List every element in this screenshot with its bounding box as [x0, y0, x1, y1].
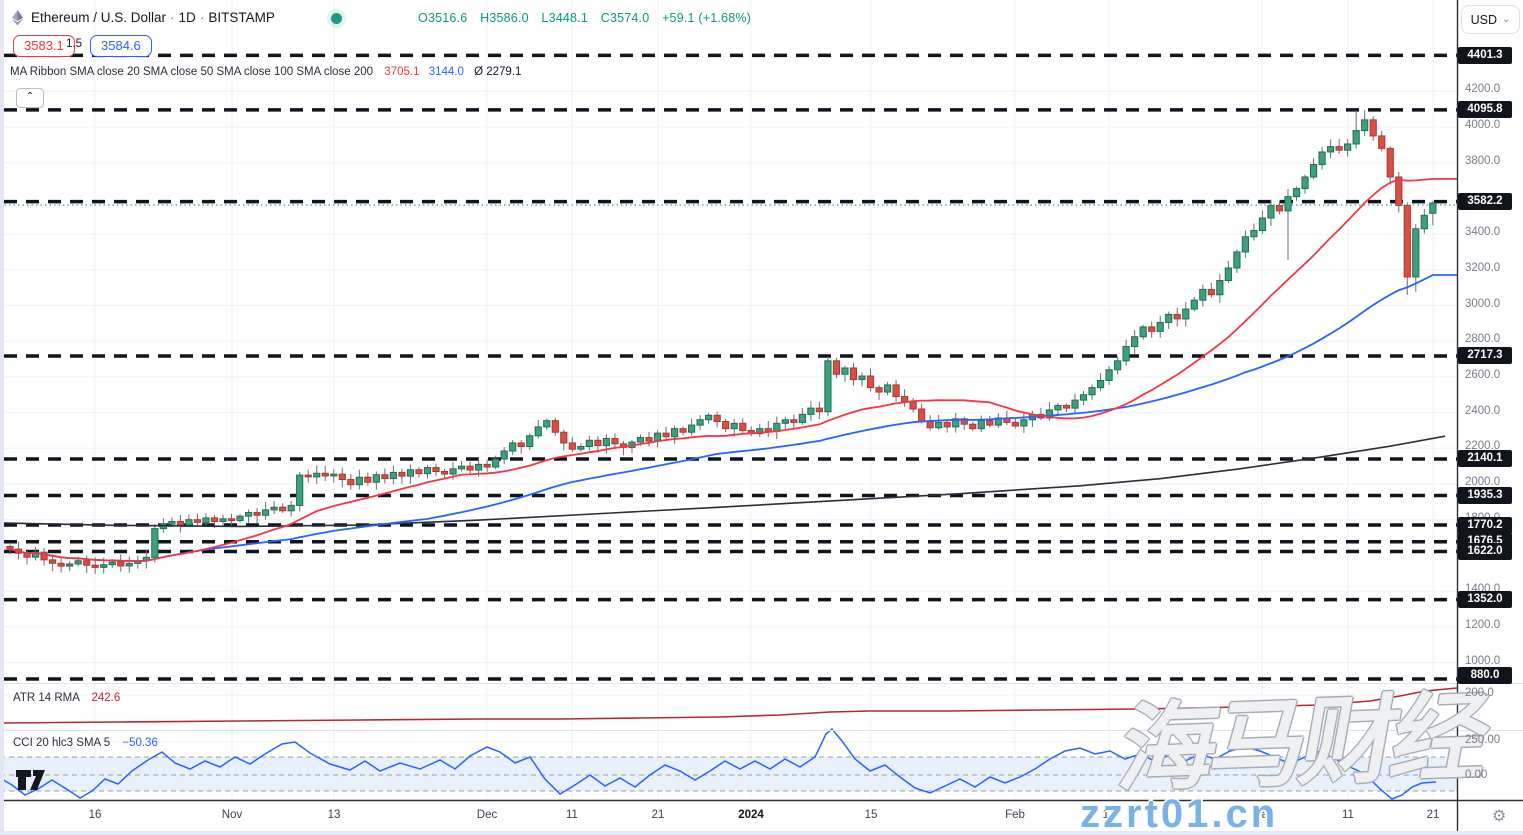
time-axis-label: Feb [1005, 809, 1025, 821]
ohlc-values: O3516.6 H3586.0 L3448.1 C3574.0 +59.1 (+… [418, 11, 752, 25]
price-axis-label: 2800.0 [1465, 333, 1501, 346]
buy-price-button[interactable]: 3584.6 [90, 35, 152, 57]
ma-ribbon-label: MA Ribbon SMA close 20 SMA close 50 SMA … [10, 66, 374, 78]
tradingview-logo[interactable] [16, 770, 46, 796]
time-axis-label: 11 [1342, 809, 1354, 821]
price-level-tag: 880.0 [1458, 666, 1512, 684]
price-level-tag: 1935.3 [1458, 487, 1512, 505]
cci-label: CCI 20 hlc3 SMA 5 [13, 737, 111, 749]
time-axis-label: Mar [1252, 809, 1272, 821]
watermark-cn: 海马财经 [1111, 683, 1493, 804]
window-edge-bottom [0, 831, 1523, 835]
time-axis-label: 13 [327, 809, 341, 821]
time-axis-label: 12 [1102, 809, 1116, 821]
cci-value: −50.36 [122, 737, 158, 749]
time-axis-label: 21 [1426, 809, 1440, 821]
price-axis-label: 4200.0 [1465, 83, 1501, 96]
price-axis-label: 4000.0 [1465, 119, 1501, 131]
time-axis-label: Nov [221, 809, 243, 821]
price-level-tag: 3582.2 [1458, 193, 1512, 211]
price-axis-label: 2000.0 [1465, 476, 1501, 488]
time-axis-label: Dec [476, 809, 498, 821]
change-value: +59.1 (+1.68%) [662, 11, 752, 25]
cci-legend[interactable]: CCI 20 hlc3 SMA 5 −50.36 [13, 737, 158, 749]
low-value: 3448.1 [548, 11, 589, 25]
time-axis-label: 16 [88, 809, 102, 821]
price-level-tag: 1352.0 [1458, 591, 1512, 609]
ma-ribbon-legend[interactable]: MA Ribbon SMA close 20 SMA close 50 SMA … [10, 66, 521, 78]
price-level-tag: 1770.2 [1458, 516, 1512, 534]
price-axis[interactable]: 4200.0 4000.0 3800.0 3400.0 3200.0 3000.0 2800… [1458, 0, 1523, 800]
price-axis-label: 2600.0 [1465, 368, 1501, 381]
gear-icon[interactable]: ⚙ [1492, 808, 1507, 825]
average-symbol: Ø [474, 66, 484, 78]
close-value: 3574.0 [609, 11, 650, 25]
price-axis-label: 2400.0 [1465, 404, 1501, 417]
price-axis-label: 3800.0 [1465, 154, 1501, 167]
price-level-tag: 2140.1 [1458, 450, 1512, 468]
indicator-axis-label: 0.00 [1465, 769, 1488, 781]
collapse-indicators-button[interactable]: ⌃ [16, 88, 44, 108]
window-edge-left [0, 0, 4, 831]
time-axis-label: 2024 [738, 809, 764, 821]
chevron-down-icon: ⌄ [1502, 14, 1511, 25]
separator: · [170, 10, 175, 25]
price-level-tag: 4095.8 [1458, 101, 1512, 119]
high-value: 3586.0 [489, 11, 529, 25]
symbol-title[interactable]: Ethereum / U.S. Dollar · 1D · BITSTAMP [31, 10, 275, 25]
sma200-value: 2279.1 [486, 66, 522, 78]
price-level-tag: 2717.3 [1458, 347, 1512, 365]
price-axis-label: 3400.0 [1465, 226, 1501, 239]
time-axis[interactable]: 16 Nov 13 Dec 11 21 2024 15 Feb 12 Mar 11 21 [0, 801, 1523, 831]
currency-dropdown[interactable]: USD ⌄ [1461, 5, 1520, 34]
atr-value: 242.6 [91, 692, 121, 704]
price-axis-label: 2200.0 [1465, 440, 1501, 453]
ethereum-icon [9, 9, 26, 26]
atr-label: ATR 14 RMA [13, 692, 80, 704]
price-axis-label: 1000.0 [1465, 654, 1501, 667]
open-value: 3516.6 [427, 11, 468, 25]
sma50-value: 3144.0 [428, 66, 464, 78]
separator: · [199, 10, 205, 25]
sell-price-button[interactable]: 3583.1 [13, 35, 75, 57]
time-axis-label: 11 [566, 809, 578, 821]
market-status-icon [331, 13, 342, 24]
indicator-axis-label: 200.0 [1465, 687, 1494, 699]
time-axis-label: 15 [864, 809, 878, 821]
exchange-label[interactable]: BITSTAMP [208, 10, 275, 25]
currency-label: USD [1470, 12, 1497, 27]
interval-label[interactable]: 1D [178, 10, 196, 25]
sma20-value: 3705.1 [384, 66, 420, 78]
indicator-axis-label: 250.00 [1465, 734, 1501, 746]
atr-legend[interactable]: ATR 14 RMA 242.6 [13, 692, 120, 704]
price-axis-label: 3200.0 [1465, 261, 1501, 274]
time-axis-label: 21 [651, 809, 665, 821]
price-axis-label: 3000.0 [1465, 297, 1501, 310]
symbol-name[interactable]: Ethereum / U.S. Dollar [31, 10, 167, 25]
price-level-tag: 1622.0 [1458, 542, 1512, 560]
price-axis-label: 1200.0 [1465, 618, 1501, 631]
watermark-url: zzrt01.cn [1080, 792, 1279, 835]
price-level-tag: 4401.3 [1458, 46, 1512, 64]
spread-value: 1.5 [66, 38, 82, 50]
